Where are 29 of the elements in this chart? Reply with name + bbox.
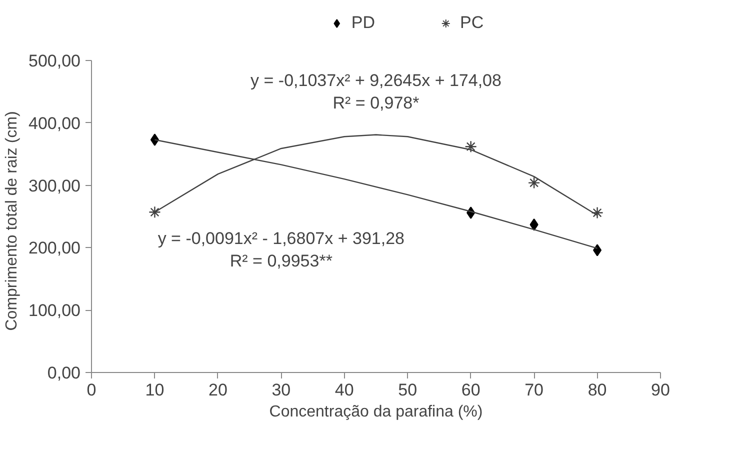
y-tick-label: 200,00	[28, 238, 81, 258]
legend-label: PD	[351, 12, 375, 32]
x-tick-label: 50	[398, 380, 418, 400]
x-tick-label: 90	[651, 380, 670, 400]
point	[593, 244, 602, 256]
legend-label: PC	[460, 12, 484, 32]
point	[464, 140, 477, 153]
annotation: R² = 0,9953**	[230, 251, 333, 270]
y-tick-label: 300,00	[28, 176, 81, 196]
point	[148, 206, 161, 218]
point	[530, 218, 538, 231]
x-tick-label: 80	[588, 380, 607, 400]
y-tick-label: 500,00	[28, 52, 81, 70]
x-tick-label: 30	[272, 380, 291, 400]
x-tick-label: 10	[145, 380, 164, 400]
x-tick-label: 40	[334, 380, 354, 400]
annotation: R² = 0,978*	[332, 93, 420, 112]
x-tick-label: 20	[208, 380, 228, 400]
point	[528, 176, 540, 189]
x-axis-title: Concentração da parafina (%)	[269, 404, 483, 420]
annotation: y = -0,0091x² - 1,6807x + 391,28	[158, 228, 405, 248]
x-tick-label: 0	[86, 380, 96, 400]
y-tick-label: 0,00	[47, 364, 81, 382]
x-tick-label: 70	[524, 380, 544, 400]
y-tick-label: 400,00	[28, 114, 81, 133]
x-tick-label: 60	[461, 380, 480, 400]
annotation: y = -0,1037x² + 9,2645x + 174,08	[250, 70, 502, 90]
y-tick-label: 100,00	[28, 301, 81, 320]
y-axis-title: Comprimento total de raiz (cm)	[4, 111, 21, 331]
